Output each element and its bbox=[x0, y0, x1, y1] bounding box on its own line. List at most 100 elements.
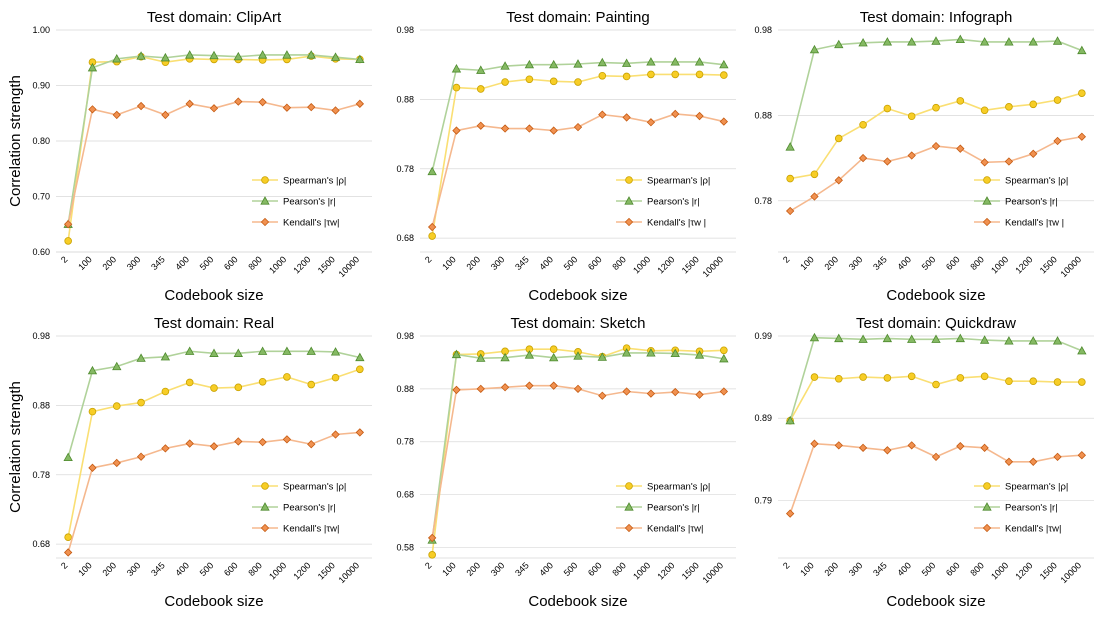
data-point bbox=[87, 365, 98, 375]
legend-marker bbox=[624, 217, 634, 227]
data-point bbox=[88, 105, 97, 114]
data-point bbox=[282, 435, 292, 444]
x-tick-label: 200 bbox=[464, 560, 482, 578]
data-point bbox=[980, 443, 989, 452]
data-point bbox=[331, 106, 340, 115]
data-point bbox=[1028, 336, 1038, 345]
data-point bbox=[428, 232, 436, 240]
data-point bbox=[258, 97, 267, 107]
y-tick-label: 0.88 bbox=[32, 400, 50, 410]
x-tick-label: 500 bbox=[562, 254, 580, 272]
data-point bbox=[1029, 377, 1038, 386]
x-tick-label: 600 bbox=[586, 254, 604, 272]
data-point bbox=[858, 153, 868, 163]
x-tick-label: 600 bbox=[944, 560, 962, 578]
chart-panel-2: 0.68 0.78 0.88 0.98 2 100 200 300 345 400 500 600 80… bbox=[396, 9, 736, 304]
data-point bbox=[452, 126, 461, 135]
data-point bbox=[1053, 378, 1062, 386]
data-point bbox=[980, 106, 989, 115]
x-tick-label: 10000 bbox=[336, 254, 361, 279]
chart-panel-4: 0.68 0.78 0.88 0.98 2 100 200 300 345 400 500 600 80… bbox=[7, 315, 372, 610]
data-point bbox=[979, 335, 990, 344]
data-point bbox=[1029, 457, 1038, 466]
data-point bbox=[931, 141, 941, 151]
chart-panel-1: 0.60 0.70 0.80 0.90 1.00 2 100 200 300 345 400 500 6… bbox=[7, 9, 372, 304]
data-point bbox=[907, 151, 916, 160]
data-point bbox=[451, 349, 462, 359]
data-point bbox=[670, 57, 680, 66]
data-point bbox=[883, 374, 892, 382]
x-tick-label: 2 bbox=[781, 254, 792, 265]
x-tick-label: 200 bbox=[464, 254, 482, 272]
x-axis-title: Codebook size bbox=[164, 287, 263, 304]
data-point bbox=[573, 59, 583, 68]
y-tick-label: 1.00 bbox=[32, 25, 50, 35]
data-point bbox=[598, 71, 607, 80]
y-tick-label: 0.88 bbox=[396, 94, 414, 104]
data-point bbox=[112, 110, 121, 120]
data-point bbox=[500, 61, 510, 70]
x-tick-label: 600 bbox=[222, 560, 240, 578]
data-point bbox=[330, 52, 341, 61]
data-point bbox=[1077, 345, 1087, 355]
x-tick-label: 400 bbox=[537, 254, 555, 272]
y-tick-label: 0.98 bbox=[396, 331, 414, 341]
data-point bbox=[210, 384, 218, 392]
data-point bbox=[720, 346, 728, 355]
data-point bbox=[574, 78, 582, 86]
legend-marker bbox=[261, 176, 269, 184]
data-point bbox=[1029, 149, 1038, 158]
data-point bbox=[1029, 100, 1038, 109]
y-tick-label: 0.78 bbox=[396, 164, 414, 174]
legend-label: Kendall's |τw| bbox=[1005, 524, 1061, 535]
data-point bbox=[88, 463, 97, 472]
data-point bbox=[476, 65, 486, 74]
data-point bbox=[671, 387, 680, 397]
y-tick-label: 0.58 bbox=[396, 542, 414, 552]
data-point bbox=[500, 124, 510, 133]
x-tick-label: 1500 bbox=[316, 254, 337, 275]
data-point bbox=[719, 353, 729, 363]
series-line bbox=[431, 384, 724, 539]
x-tick-label: 500 bbox=[920, 254, 938, 272]
x-tick-label: 300 bbox=[489, 254, 507, 272]
x-tick-label: 200 bbox=[100, 254, 118, 272]
data-point bbox=[907, 37, 917, 46]
series-line bbox=[67, 55, 360, 242]
data-point bbox=[161, 110, 170, 120]
data-point bbox=[955, 333, 965, 343]
data-point bbox=[476, 353, 486, 362]
x-tick-label: 1000 bbox=[267, 254, 288, 275]
x-tick-label: 1000 bbox=[631, 560, 652, 581]
legend-marker bbox=[260, 523, 270, 533]
x-tick-label: 300 bbox=[847, 254, 865, 272]
data-point bbox=[549, 126, 558, 135]
data-point bbox=[112, 402, 121, 410]
data-point bbox=[87, 62, 98, 72]
x-tick-label: 300 bbox=[847, 560, 865, 578]
legend-marker bbox=[625, 176, 633, 184]
data-point bbox=[907, 334, 917, 343]
x-tick-label: 10000 bbox=[700, 560, 725, 585]
data-point bbox=[185, 439, 194, 448]
x-tick-label: 345 bbox=[871, 560, 889, 578]
data-point bbox=[1053, 136, 1062, 146]
data-point bbox=[647, 70, 655, 79]
data-point bbox=[719, 59, 729, 69]
legend-marker bbox=[982, 502, 992, 511]
data-point bbox=[549, 381, 558, 390]
data-point bbox=[883, 104, 892, 113]
data-point bbox=[136, 353, 146, 362]
data-point bbox=[859, 373, 867, 381]
data-point bbox=[695, 70, 704, 79]
data-point bbox=[549, 352, 559, 362]
data-point bbox=[137, 398, 145, 407]
data-point bbox=[810, 192, 819, 201]
data-point bbox=[573, 351, 583, 360]
data-point bbox=[209, 442, 219, 451]
data-point bbox=[525, 75, 534, 84]
data-point bbox=[1005, 377, 1013, 386]
legend-marker bbox=[983, 482, 991, 490]
x-tick-label: 2 bbox=[59, 560, 70, 571]
